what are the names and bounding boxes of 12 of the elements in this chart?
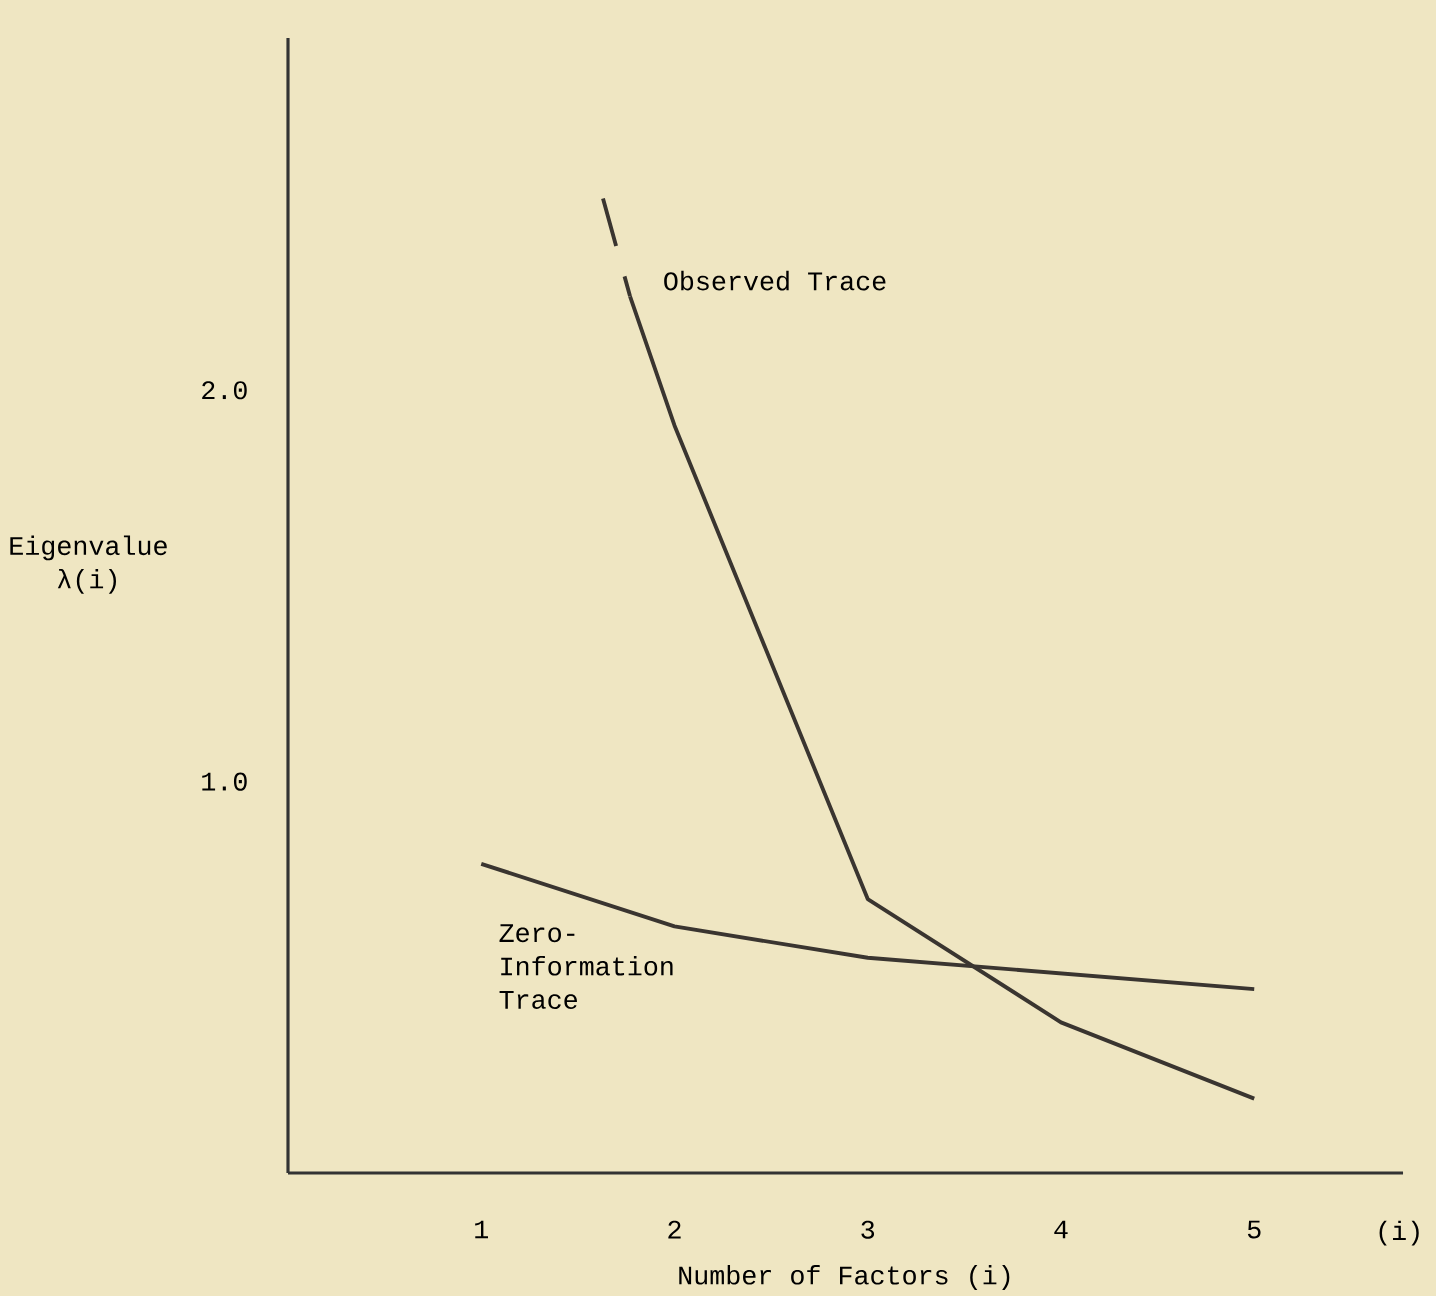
- x-tick-label: (i): [1379, 1220, 1419, 1246]
- y-axis-title: Eigenvalue λ(i): [10, 535, 167, 594]
- y-tick-label: 2.0: [202, 381, 247, 400]
- series-label: Zero-Information Trace: [499, 924, 673, 1009]
- x-tick-label: 3: [861, 1220, 875, 1239]
- y-tick-label: 1.0: [202, 772, 247, 791]
- x-tick-label: 2: [668, 1220, 681, 1239]
- x-axis-title: Number of Factors (i): [679, 1264, 1010, 1290]
- x-tick-label: 5: [1247, 1220, 1261, 1239]
- series-label: Observed Trace: [664, 270, 886, 291]
- x-tick-label: 4: [1054, 1220, 1068, 1239]
- x-tick-label: 1: [475, 1220, 489, 1239]
